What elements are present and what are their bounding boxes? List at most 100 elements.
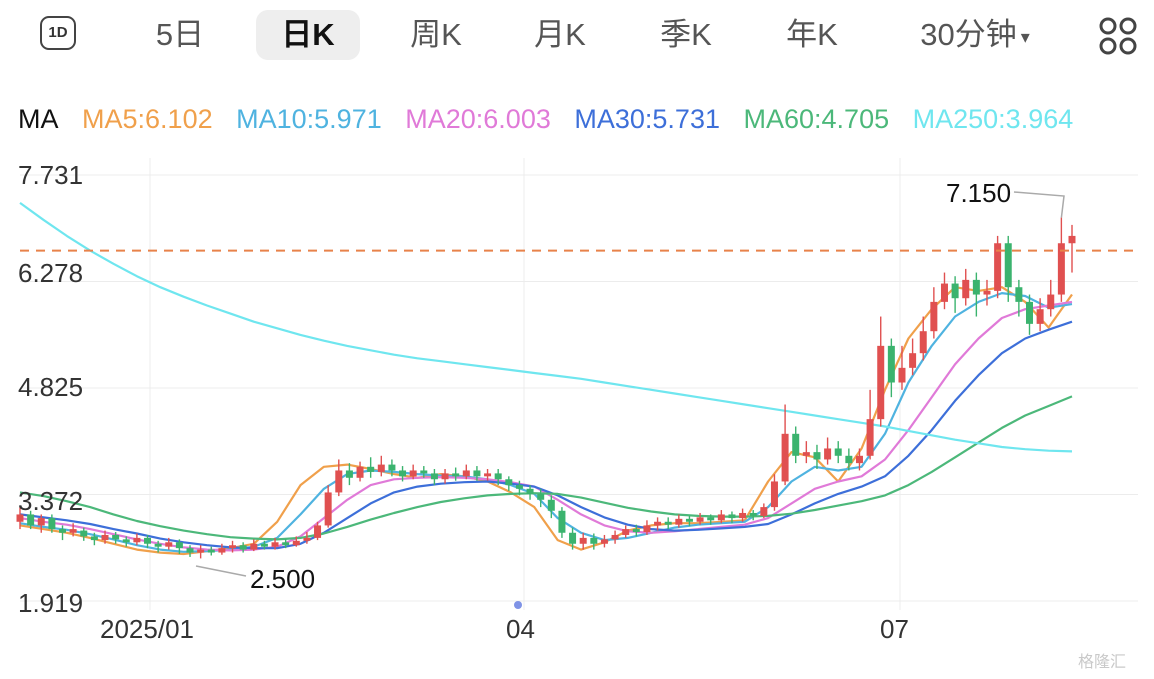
watermark-logo: 格隆汇: [1078, 654, 1127, 671]
candle-body: [972, 279, 980, 295]
candle-body: [90, 536, 98, 541]
candle-body: [579, 537, 587, 544]
candle-body: [462, 470, 470, 477]
candle-body: [643, 525, 651, 533]
candle-body: [919, 331, 927, 354]
candle-body: [526, 488, 534, 494]
ma-line-ma250: [19, 202, 1073, 453]
candle-body: [1057, 243, 1065, 295]
tab-1d[interactable]: 1D: [40, 16, 76, 50]
low-price-annotation: 2.500: [250, 564, 316, 594]
candle-body: [664, 521, 672, 525]
candle-body: [696, 517, 704, 522]
candle-body: [80, 530, 88, 537]
candle-body: [632, 529, 640, 533]
candle-body: [324, 492, 332, 526]
candle-body: [1004, 243, 1012, 288]
candle-body: [409, 470, 417, 477]
grid-menu-icon[interactable]: [1098, 16, 1138, 56]
candle-body: [590, 537, 598, 544]
ma30-value: MA30:5.731: [574, 104, 720, 134]
x-tick-label: 2025/01: [100, 614, 194, 644]
candle-body: [855, 455, 863, 464]
candle-body: [420, 470, 428, 474]
candle-body: [69, 529, 77, 533]
candle-body: [834, 448, 842, 456]
candle-body: [303, 537, 311, 541]
candle-body: [175, 542, 183, 549]
candle-body: [345, 470, 353, 478]
candle-body: [59, 529, 67, 533]
date-marker-dot: [514, 601, 522, 609]
chart-grid: [20, 158, 1138, 610]
x-tick-label: 07: [880, 614, 909, 644]
ma-line-ma60: [19, 395, 1073, 541]
tab-quarterly-k[interactable]: 季K: [660, 17, 712, 52]
candles: [16, 217, 1076, 559]
candle-body: [48, 518, 56, 530]
candle-body: [292, 540, 300, 546]
tab-30-min[interactable]: 30分钟 ▾: [900, 10, 1050, 60]
candle-body: [749, 512, 757, 516]
candle-body: [101, 534, 109, 541]
candle-body: [611, 534, 619, 540]
low-leader-line: [195, 565, 247, 577]
candle-body: [962, 279, 970, 299]
candle-body: [186, 548, 194, 553]
tab-5-day[interactable]: 5日: [155, 17, 205, 52]
candle-body: [654, 521, 662, 526]
period-tabs: 1D 5日 日K 周K 月K 季K 年K 30分钟 ▾: [0, 0, 1154, 70]
candle-body: [707, 517, 715, 521]
candlestick-chart[interactable]: [0, 140, 1154, 610]
candle-body: [388, 464, 396, 471]
candle-body: [537, 493, 545, 500]
tab-weekly-k[interactable]: 周K: [410, 17, 462, 52]
candle-body: [133, 537, 141, 543]
candle-body: [930, 301, 938, 332]
moving-average-lines: [19, 202, 1073, 556]
candle-body: [877, 345, 885, 420]
candle-body: [940, 283, 948, 302]
chart-overlays: [20, 191, 1138, 609]
tab-30-min-label: 30分钟: [920, 17, 1017, 52]
ma-legend: MA MA5:6.102 MA10:5.971 MA20:6.003 MA30:…: [18, 104, 1089, 138]
candle-body: [314, 525, 322, 538]
candle-body: [122, 539, 130, 543]
candle-body: [983, 290, 991, 295]
y-tick-label: 7.731: [18, 160, 84, 190]
candle-body: [547, 499, 555, 511]
y-tick-label: 4.825: [18, 372, 84, 402]
candle-body: [473, 470, 481, 477]
candle-body: [356, 466, 364, 478]
candle-body: [250, 543, 258, 550]
ma60-value: MA60:4.705: [743, 104, 890, 134]
candle-body: [898, 367, 906, 383]
candle-body: [367, 466, 375, 472]
candle-body: [1025, 301, 1033, 324]
high-price-annotation: 7.150: [946, 178, 1012, 208]
candle-body: [505, 479, 513, 486]
ma-legend-label: MA: [18, 104, 59, 134]
candle-body: [792, 433, 800, 456]
candle-body: [569, 532, 577, 544]
candle-body: [260, 543, 268, 547]
y-tick-label: 3.372: [18, 486, 84, 516]
ma10-value: MA10:5.971: [236, 104, 382, 134]
candle-body: [484, 473, 492, 477]
candle-body: [494, 473, 502, 480]
candle-body: [16, 514, 24, 522]
candle-body: [1036, 309, 1044, 324]
candle-body: [27, 514, 35, 526]
candle-body: [112, 534, 120, 540]
candle-body: [845, 455, 853, 464]
candle-body: [909, 353, 917, 368]
candle-body: [377, 464, 385, 472]
tab-monthly-k[interactable]: 月K: [534, 17, 586, 52]
candle-body: [1047, 294, 1055, 310]
candle-body: [452, 473, 460, 477]
tab-yearly-k[interactable]: 年K: [786, 17, 838, 52]
tab-daily-k[interactable]: 日K: [256, 10, 360, 60]
high-leader-line: [1013, 191, 1065, 218]
ma-line-ma10: [19, 292, 1073, 553]
